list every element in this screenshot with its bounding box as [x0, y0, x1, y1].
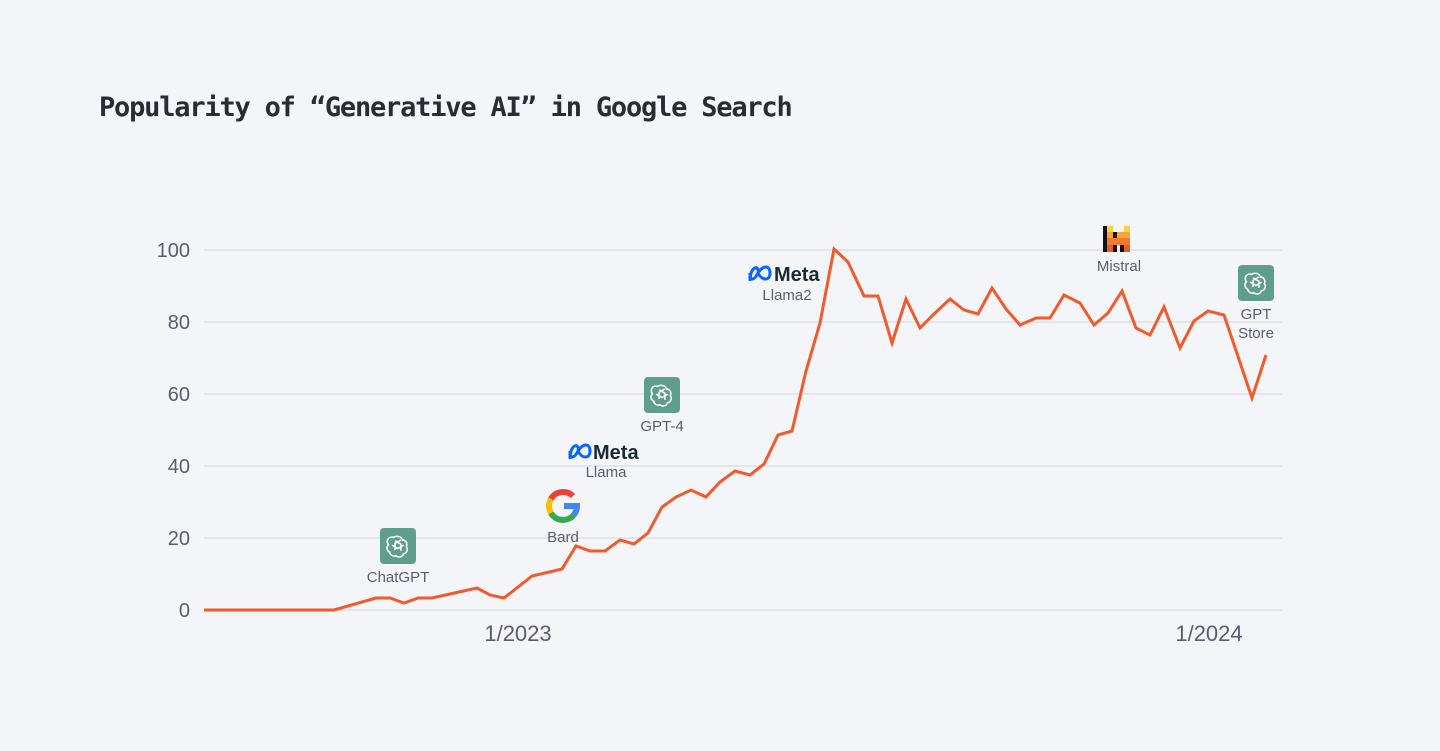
annotation-label: GPT — [1241, 306, 1272, 323]
annotation-label: Store — [1238, 325, 1274, 342]
y-tick-0: 0 — [179, 600, 190, 622]
openai-icon — [1238, 265, 1274, 301]
meta-icon: Meta — [748, 264, 820, 286]
svg-text:Meta: Meta — [593, 442, 639, 464]
annotation-llama2: Meta Llama2 — [748, 264, 820, 304]
annotation-gpt4: GPT-4 — [640, 377, 684, 435]
openai-icon — [380, 528, 416, 564]
annotation-label: Bard — [547, 529, 579, 546]
trend-line — [204, 246, 1268, 612]
annotation-llama: Meta Llama — [568, 442, 639, 481]
y-tick-100: 100 — [157, 240, 190, 262]
annotation-label: Mistral — [1097, 258, 1141, 275]
y-tick-40: 40 — [168, 456, 190, 478]
mistral-icon — [1103, 226, 1130, 252]
x-tick-2024: 1/2024 — [1175, 621, 1242, 646]
annotation-label: Llama — [586, 464, 628, 481]
gridlines — [204, 249, 1282, 611]
y-tick-80: 80 — [168, 312, 190, 334]
y-tick-20: 20 — [168, 528, 190, 550]
annotation-bard: Bard — [546, 489, 581, 546]
y-axis: 0 20 40 60 80 100 — [157, 240, 190, 622]
chart-title: Popularity of “Generative AI” in Google … — [99, 92, 793, 123]
annotation-chatgpt: ChatGPT — [367, 528, 430, 586]
x-axis: 1/2023 1/2024 — [484, 621, 1242, 646]
x-tick-2023: 1/2023 — [484, 621, 551, 646]
annotation-mistral: Mistral — [1097, 226, 1141, 275]
annotation-gpt-store: GPT Store — [1238, 265, 1274, 342]
annotation-label: Llama2 — [762, 287, 811, 304]
meta-icon: Meta — [568, 442, 639, 464]
openai-icon — [644, 377, 680, 413]
google-icon — [546, 489, 581, 523]
svg-text:Meta: Meta — [774, 264, 820, 286]
y-tick-60: 60 — [168, 384, 190, 406]
annotation-label: GPT-4 — [640, 418, 683, 435]
annotation-label: ChatGPT — [367, 569, 430, 586]
